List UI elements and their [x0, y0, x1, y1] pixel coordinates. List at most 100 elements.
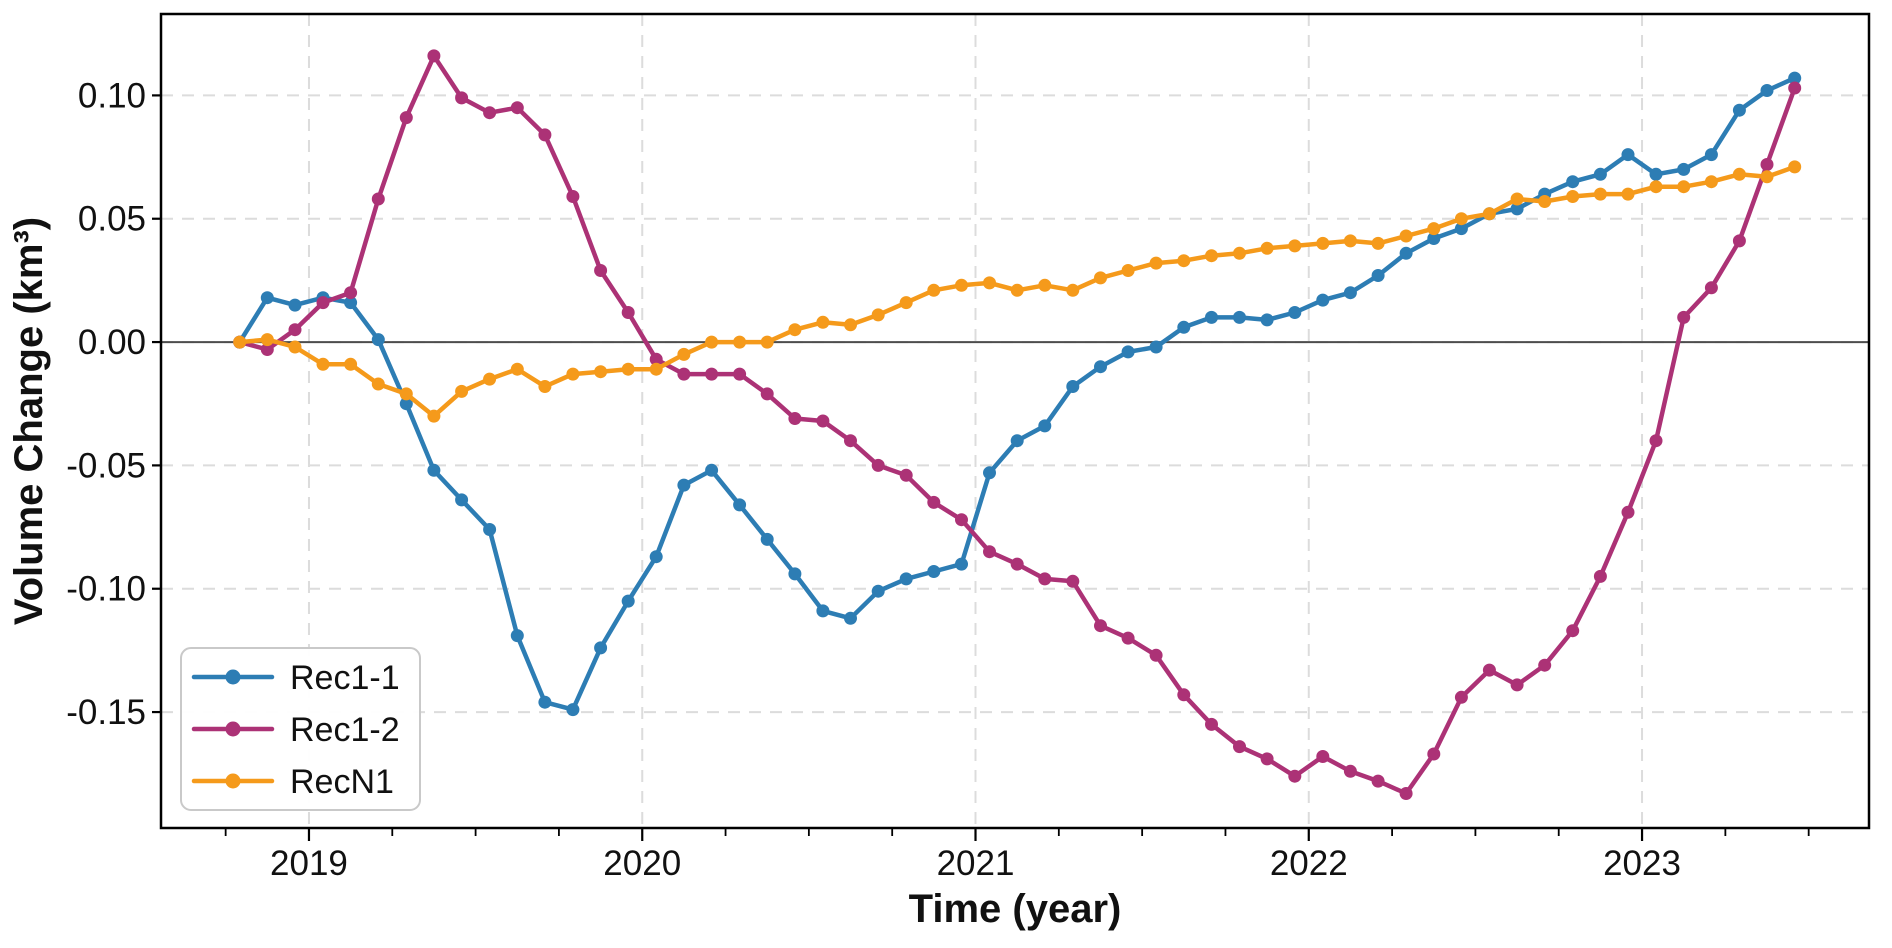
data-point-Rec1-2: [1427, 747, 1441, 761]
data-point-RecN1: [371, 377, 385, 391]
data-point-Rec1-1: [427, 463, 441, 477]
data-point-RecN1: [733, 335, 747, 349]
data-point-Rec1-1: [1427, 232, 1441, 245]
series-Rec1-2: [233, 49, 1802, 800]
data-point-Rec1-2: [1482, 663, 1496, 677]
data-point-Rec1-1: [1649, 167, 1663, 181]
series-RecN1: [233, 160, 1802, 423]
data-point-RecN1: [871, 308, 885, 322]
data-point-Rec1-1: [288, 298, 302, 312]
data-point-RecN1: [760, 335, 774, 349]
y-tick-label-0.00: 0.00: [78, 323, 146, 362]
data-point-Rec1-1: [955, 557, 968, 571]
data-point-RecN1: [1427, 222, 1441, 236]
legend-label-rec1-1: Rec1-1: [290, 659, 400, 697]
data-point-Rec1-2: [566, 190, 580, 203]
data-point-Rec1-2: [1454, 690, 1468, 704]
data-point-Rec1-2: [1121, 631, 1135, 645]
data-point-Rec1-1: [1094, 360, 1107, 374]
data-point-Rec1-1: [788, 567, 802, 581]
series-Rec1-1: [233, 71, 1802, 717]
data-point-RecN1: [538, 380, 552, 393]
data-point-Rec1-2: [260, 343, 274, 356]
data-point-RecN1: [705, 335, 719, 349]
legend-swatch-marker-rec1-2: [225, 721, 241, 737]
data-point-RecN1: [1121, 264, 1135, 277]
data-point-Rec1-1: [1288, 306, 1302, 319]
data-point-RecN1: [677, 347, 691, 361]
data-point-Rec1-2: [1371, 774, 1385, 788]
data-point-Rec1-2: [288, 323, 302, 337]
data-point-Rec1-2: [1732, 234, 1746, 248]
data-point-Rec1-2: [927, 495, 941, 509]
legend-label-recn1: RecN1: [290, 763, 394, 801]
data-point-RecN1: [1677, 180, 1691, 194]
data-point-RecN1: [260, 333, 274, 347]
data-point-RecN1: [788, 323, 802, 337]
data-point-Rec1-2: [760, 387, 774, 401]
data-point-Rec1-2: [1260, 752, 1274, 766]
data-point-RecN1: [955, 278, 968, 292]
data-point-Rec1-1: [621, 594, 635, 608]
data-point-RecN1: [649, 362, 663, 376]
data-point-RecN1: [1260, 241, 1274, 255]
data-point-RecN1: [233, 335, 247, 349]
data-point-Rec1-1: [538, 695, 552, 709]
data-point-Rec1-1: [816, 604, 830, 618]
data-point-Rec1-2: [1649, 434, 1663, 448]
data-point-Rec1-2: [344, 286, 358, 300]
plot-series: [233, 49, 1802, 800]
data-point-RecN1: [1038, 278, 1052, 292]
data-point-RecN1: [1066, 283, 1080, 297]
data-point-Rec1-2: [899, 468, 913, 482]
data-point-RecN1: [427, 409, 441, 423]
y-axis-label: Volume Change (km³): [7, 217, 51, 625]
data-point-Rec1-2: [1094, 619, 1107, 633]
data-point-Rec1-2: [1010, 557, 1024, 571]
data-point-Rec1-1: [483, 523, 497, 536]
data-point-RecN1: [455, 384, 469, 398]
data-point-RecN1: [1510, 192, 1524, 206]
data-point-RecN1: [594, 365, 608, 379]
data-point-Rec1-1: [1149, 340, 1163, 354]
x-tick-label-2020: 2020: [603, 844, 681, 883]
y-tick-label--0.15: -0.15: [66, 693, 146, 732]
data-point-Rec1-1: [844, 611, 857, 625]
legend-box: [180, 647, 421, 811]
data-point-Rec1-2: [1038, 572, 1052, 586]
data-point-Rec1-1: [677, 478, 691, 492]
data-point-Rec1-2: [316, 296, 330, 310]
data-point-Rec1-2: [1788, 81, 1802, 95]
data-point-Rec1-1: [399, 397, 413, 411]
data-point-Rec1-1: [1233, 310, 1246, 324]
x-axis-label: Time (year): [909, 887, 1122, 931]
data-point-Rec1-2: [1177, 688, 1191, 702]
data-point-RecN1: [621, 362, 635, 376]
data-point-Rec1-1: [760, 532, 774, 546]
data-point-Rec1-2: [427, 49, 441, 63]
data-point-Rec1-1: [1010, 434, 1024, 448]
data-point-Rec1-2: [1149, 648, 1163, 662]
tick-labels: 2019 2020 2021 2022 2023 0.10 0.05 0.00 -0.05 -0.…: [66, 76, 1681, 883]
data-point-Rec1-2: [455, 91, 469, 105]
data-point-Rec1-2: [788, 412, 802, 425]
data-point-Rec1-1: [344, 296, 358, 310]
data-point-Rec1-1: [1399, 246, 1413, 260]
data-point-Rec1-2: [621, 306, 635, 319]
data-point-RecN1: [1177, 254, 1191, 268]
data-point-Rec1-2: [1205, 717, 1218, 731]
data-point-RecN1: [1621, 187, 1635, 201]
data-point-Rec1-2: [1066, 574, 1080, 588]
data-point-Rec1-1: [1177, 320, 1191, 334]
data-point-RecN1: [1371, 236, 1385, 250]
legend-swatch-marker-recn1: [225, 773, 241, 789]
data-point-RecN1: [316, 357, 330, 371]
data-point-Rec1-2: [1677, 310, 1691, 324]
data-point-RecN1: [899, 296, 913, 310]
data-point-Rec1-2: [594, 264, 608, 277]
data-point-Rec1-1: [1316, 293, 1330, 307]
data-point-Rec1-2: [871, 458, 885, 472]
data-point-RecN1: [1788, 160, 1802, 174]
data-point-Rec1-1: [260, 291, 274, 305]
